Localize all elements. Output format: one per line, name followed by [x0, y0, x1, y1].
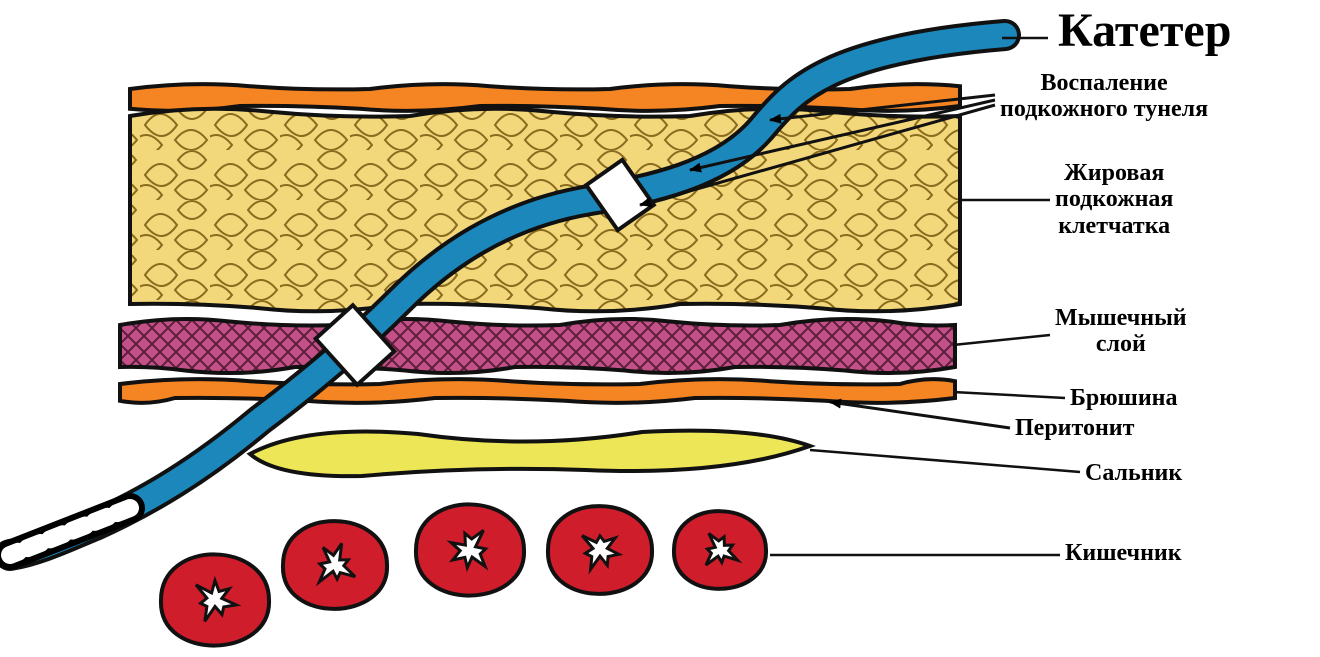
- peritonitis-label: Перитонит: [1015, 415, 1134, 441]
- intestines: [161, 504, 766, 645]
- muscle-layer: [120, 319, 955, 373]
- perit-label: Брюшина: [1070, 385, 1177, 411]
- catheter-label: Катетер: [1058, 5, 1231, 58]
- perit-label-leader: [953, 392, 1065, 398]
- fat-label: Жировая подкожная клетчатка: [1055, 160, 1173, 239]
- omentum-label: Сальник: [1085, 460, 1182, 486]
- peritoneum-layer: [120, 379, 955, 403]
- skin-layer: [130, 84, 960, 111]
- omentum-label-leader: [810, 450, 1080, 472]
- peritonitis-label-arrow-1: [830, 402, 1010, 428]
- omentum-layer: [250, 431, 810, 477]
- muscle-label-leader: [953, 335, 1050, 345]
- tunnel-label: Воспаление подкожного тунеля: [1000, 70, 1208, 123]
- muscle-label: Мышечный слой: [1055, 305, 1187, 358]
- diagram-canvas: Катетер Воспаление подкожного тунеля Жиров…: [0, 0, 1320, 657]
- intestine-label: Кишечник: [1065, 540, 1182, 566]
